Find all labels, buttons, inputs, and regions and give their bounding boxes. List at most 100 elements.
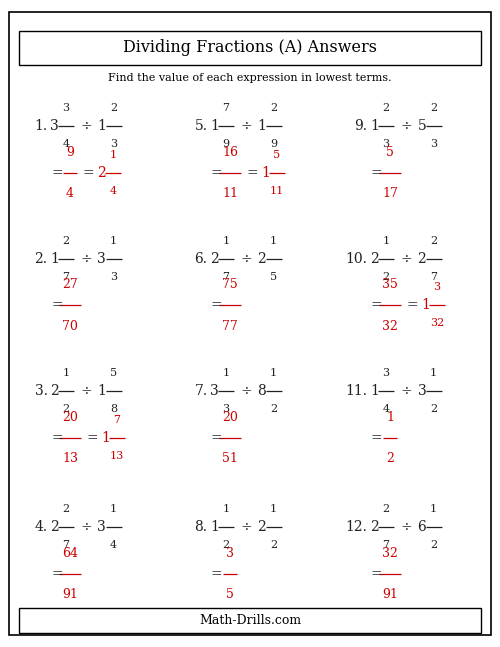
Text: 1: 1 — [430, 505, 437, 514]
Text: 3: 3 — [382, 369, 390, 378]
Text: 2: 2 — [97, 166, 106, 180]
Text: ÷: ÷ — [400, 520, 412, 534]
Text: 3: 3 — [98, 520, 106, 534]
Text: 2: 2 — [382, 272, 390, 281]
Text: ÷: ÷ — [240, 119, 252, 133]
Text: ÷: ÷ — [400, 119, 412, 133]
Text: =: = — [371, 431, 382, 445]
Text: 3: 3 — [434, 283, 440, 292]
Text: 1: 1 — [110, 150, 116, 160]
Text: 3: 3 — [382, 139, 390, 149]
Text: 2: 2 — [258, 520, 266, 534]
Text: 9.: 9. — [354, 119, 368, 133]
Text: 32: 32 — [382, 320, 398, 333]
Text: 7: 7 — [114, 415, 120, 425]
Text: 1: 1 — [370, 119, 379, 133]
Text: 4: 4 — [62, 139, 70, 149]
Text: 51: 51 — [222, 452, 238, 465]
Text: 1: 1 — [110, 236, 117, 246]
Text: 7: 7 — [430, 272, 437, 281]
Text: 2: 2 — [430, 540, 437, 550]
Text: 75: 75 — [222, 278, 238, 291]
Text: 27: 27 — [62, 278, 78, 291]
Text: 4: 4 — [110, 540, 117, 550]
Text: 5: 5 — [110, 369, 117, 378]
Text: 2: 2 — [382, 104, 390, 113]
Text: 3: 3 — [210, 384, 219, 399]
Text: 91: 91 — [382, 588, 398, 601]
Text: 5: 5 — [274, 150, 280, 160]
Text: =: = — [86, 431, 98, 445]
Text: 2: 2 — [50, 384, 59, 399]
Text: Dividing Fractions (A) Answers: Dividing Fractions (A) Answers — [123, 39, 377, 56]
Text: 3.: 3. — [34, 384, 48, 399]
Text: ÷: ÷ — [80, 520, 92, 534]
Text: 3: 3 — [50, 119, 59, 133]
Text: 2: 2 — [270, 540, 277, 550]
Text: 11: 11 — [270, 186, 284, 195]
Text: 2: 2 — [50, 520, 59, 534]
Text: 2: 2 — [270, 104, 277, 113]
Text: 10.: 10. — [346, 252, 368, 266]
Text: 1: 1 — [270, 369, 277, 378]
Text: 12.: 12. — [346, 520, 368, 534]
Text: 7: 7 — [382, 540, 390, 550]
Text: 2: 2 — [370, 520, 379, 534]
Text: 2: 2 — [418, 252, 426, 266]
Text: Find the value of each expression in lowest terms.: Find the value of each expression in low… — [108, 73, 392, 83]
Text: 1: 1 — [110, 505, 117, 514]
Text: 6.: 6. — [194, 252, 207, 266]
Text: 4.: 4. — [34, 520, 48, 534]
Text: =: = — [246, 166, 258, 180]
Text: 8.: 8. — [194, 520, 207, 534]
Text: 5: 5 — [270, 272, 277, 281]
Text: 7.: 7. — [194, 384, 207, 399]
Text: 3: 3 — [418, 384, 426, 399]
Text: 77: 77 — [222, 320, 238, 333]
Text: =: = — [82, 166, 94, 180]
Text: 1: 1 — [370, 384, 379, 399]
Text: 3: 3 — [98, 252, 106, 266]
Text: 7: 7 — [222, 104, 230, 113]
Text: 1: 1 — [261, 166, 270, 180]
Text: 1: 1 — [270, 505, 277, 514]
Text: 2: 2 — [370, 252, 379, 266]
Text: 4: 4 — [66, 187, 74, 200]
Text: 16: 16 — [222, 146, 238, 159]
Text: 1: 1 — [421, 298, 430, 313]
Text: 1: 1 — [210, 119, 219, 133]
Text: 2: 2 — [210, 252, 219, 266]
Text: 1: 1 — [62, 369, 70, 378]
Text: 4: 4 — [110, 186, 116, 195]
Text: =: = — [371, 298, 382, 313]
Text: 2: 2 — [270, 404, 277, 414]
Text: 3: 3 — [62, 104, 70, 113]
Text: 1: 1 — [430, 369, 437, 378]
Text: =: = — [51, 298, 62, 313]
Text: 2: 2 — [430, 404, 437, 414]
Text: 2: 2 — [382, 505, 390, 514]
Text: ÷: ÷ — [240, 384, 252, 399]
Text: =: = — [211, 567, 222, 581]
Text: 9: 9 — [222, 139, 230, 149]
Text: 7: 7 — [222, 272, 230, 281]
Text: =: = — [51, 166, 62, 180]
Text: 91: 91 — [62, 588, 78, 601]
Text: =: = — [211, 298, 222, 313]
Text: 32: 32 — [430, 318, 444, 328]
Text: 1: 1 — [222, 369, 230, 378]
Text: 3: 3 — [430, 139, 437, 149]
Text: 1: 1 — [222, 505, 230, 514]
Text: 2: 2 — [62, 404, 70, 414]
Bar — [19, 608, 481, 633]
Text: 64: 64 — [62, 547, 78, 560]
Text: 1: 1 — [101, 431, 110, 445]
Text: =: = — [371, 567, 382, 581]
Text: 5: 5 — [386, 146, 394, 159]
Text: =: = — [406, 298, 418, 313]
Text: =: = — [371, 166, 382, 180]
Text: 2.: 2. — [34, 252, 48, 266]
Text: 1: 1 — [98, 119, 106, 133]
Text: 11: 11 — [222, 187, 238, 200]
Text: 2: 2 — [62, 236, 70, 246]
